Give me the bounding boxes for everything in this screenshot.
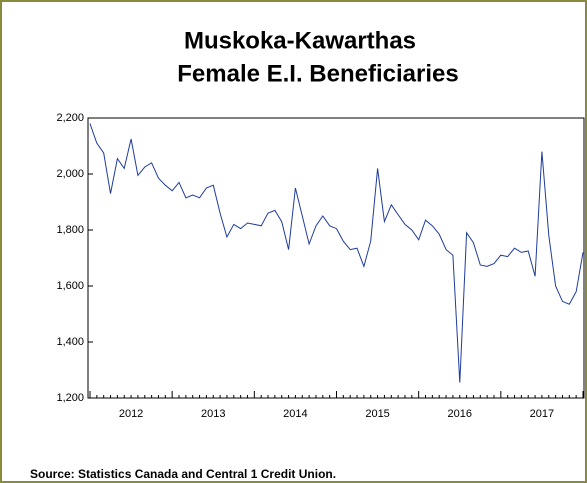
- x-tick-label: 2016: [448, 408, 472, 420]
- x-tick-label: 2012: [119, 408, 143, 420]
- source-note: Source: Statistics Canada and Central 1 …: [30, 467, 336, 481]
- y-tick-label: 1,200: [56, 392, 84, 404]
- x-tick-label: 2014: [283, 408, 307, 420]
- data-line: [89, 123, 584, 383]
- y-tick-label: 2,000: [56, 168, 84, 180]
- y-tick-label: 1,400: [56, 336, 84, 348]
- x-tick-label: 2015: [365, 408, 389, 420]
- y-tick-label: 1,800: [56, 224, 84, 236]
- x-tick-label: 2017: [530, 408, 554, 420]
- chart-title: Female E.I. Beneficiaries: [177, 60, 458, 87]
- y-tick-label: 1,600: [56, 280, 84, 292]
- x-tick-label: 2013: [201, 408, 225, 420]
- y-tick-label: 2,200: [56, 112, 84, 124]
- chart-title: Muskoka-Kawarthas: [184, 27, 416, 54]
